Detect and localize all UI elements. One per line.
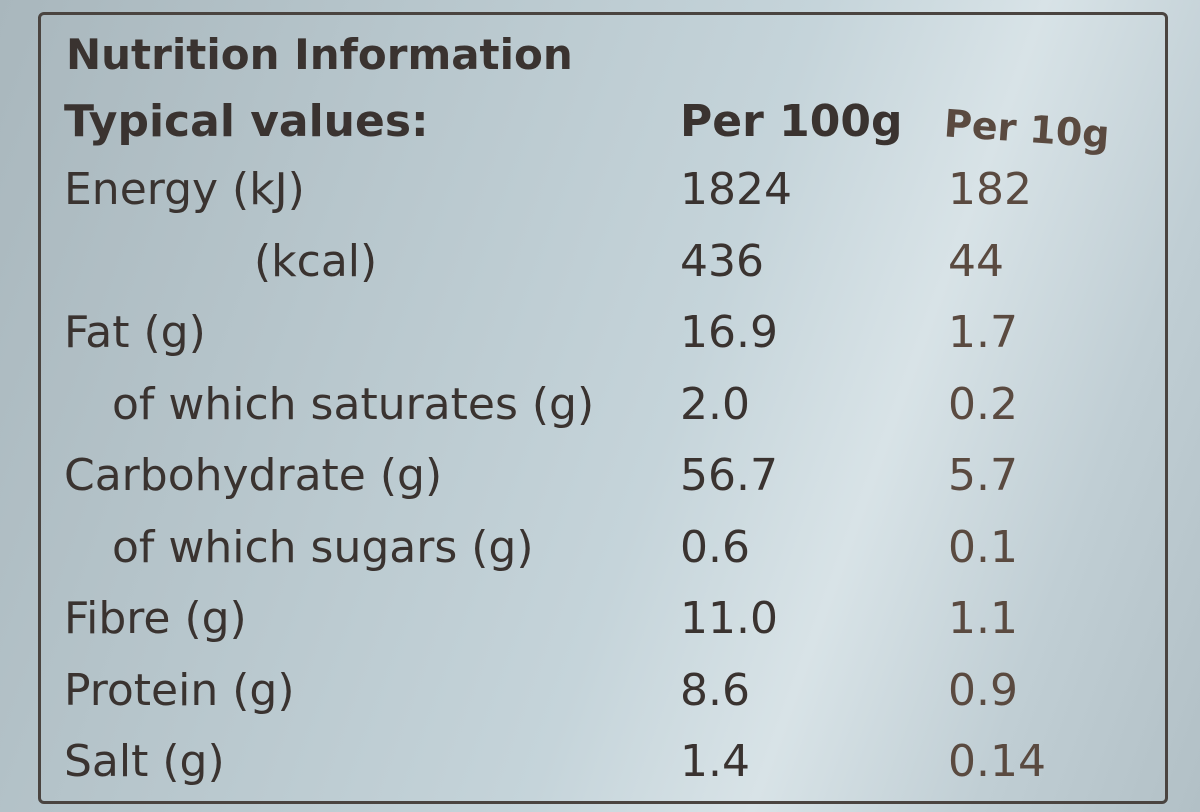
row-label: Carbohydrate (g) [64,450,443,501]
value-per-10g: 44 [948,235,1004,287]
column-header: Typical values: [64,96,429,147]
row-label: Protein (g) [64,664,295,716]
row-label: Fat (g) [64,307,206,358]
value-per-10g: 5.7 [948,450,1018,501]
value-per-10g: 1.7 [948,307,1018,358]
value-per-100g: 0.6 [680,521,750,573]
value-per-100g: 16.9 [680,307,778,358]
value-per-100g: 2.0 [680,378,750,430]
value-per-10g: 1.1 [948,593,1018,644]
row-label: Salt (g) [64,736,225,787]
row-label: (kcal) [254,235,378,287]
column-header: Per 100g [680,96,903,147]
value-per-100g: 436 [680,235,764,287]
label-border [38,12,1168,804]
title: Nutrition Information [66,30,573,79]
row-label: Fibre (g) [64,593,247,644]
row-label: Energy (kJ) [64,164,305,215]
value-per-10g: 0.1 [948,521,1018,573]
value-per-10g: 0.9 [948,664,1018,716]
value-per-10g: 182 [948,164,1032,215]
value-per-10g: 0.14 [948,736,1046,787]
value-per-100g: 11.0 [680,593,778,644]
value-per-100g: 56.7 [680,450,778,501]
row-label: of which saturates (g) [112,378,595,430]
value-per-100g: 1824 [680,164,792,215]
value-per-100g: 1.4 [680,736,750,787]
column-header: Per 10g [942,101,1112,157]
value-per-100g: 8.6 [680,664,750,716]
value-per-10g: 0.2 [948,378,1018,430]
row-label: of which sugars (g) [112,521,534,573]
